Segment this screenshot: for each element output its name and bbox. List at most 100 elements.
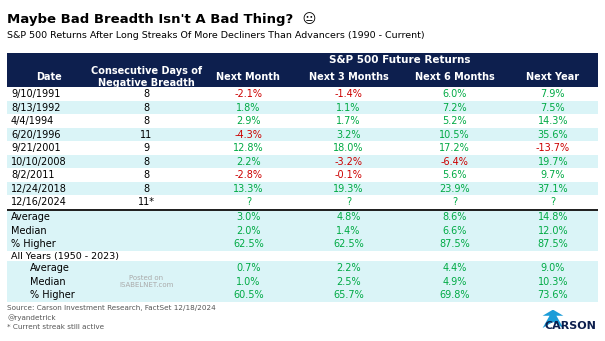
Text: 9: 9: [143, 143, 149, 153]
Text: 2.9%: 2.9%: [236, 116, 261, 126]
Text: 14.3%: 14.3%: [538, 116, 568, 126]
Text: 8: 8: [143, 170, 149, 180]
Text: 7.5%: 7.5%: [540, 103, 565, 113]
Text: -0.1%: -0.1%: [335, 170, 362, 180]
Text: 7.9%: 7.9%: [540, 89, 565, 99]
Text: @ryandetrick: @ryandetrick: [7, 315, 56, 322]
Text: -1.4%: -1.4%: [335, 89, 362, 99]
Text: 8: 8: [143, 116, 149, 126]
Text: 19.7%: 19.7%: [537, 157, 568, 167]
Text: 8: 8: [143, 89, 149, 99]
Text: 2.2%: 2.2%: [336, 263, 361, 273]
Text: 3.0%: 3.0%: [236, 212, 261, 222]
Text: 2.2%: 2.2%: [236, 157, 261, 167]
Text: CARSON: CARSON: [544, 321, 596, 331]
Text: 18.0%: 18.0%: [333, 143, 364, 153]
Text: 87.5%: 87.5%: [537, 239, 568, 249]
Text: 65.7%: 65.7%: [333, 290, 364, 300]
Text: Next 6 Months: Next 6 Months: [415, 72, 495, 82]
Text: 2.5%: 2.5%: [336, 277, 361, 286]
Text: 0.7%: 0.7%: [236, 263, 261, 273]
Text: 5.2%: 5.2%: [442, 116, 467, 126]
Text: ?: ?: [452, 197, 457, 207]
Text: Posted on
ISABELNET.com: Posted on ISABELNET.com: [119, 275, 174, 288]
Text: Consecutive Days of
Negative Breadth: Consecutive Days of Negative Breadth: [91, 66, 202, 88]
Text: 62.5%: 62.5%: [333, 239, 364, 249]
Text: 14.8%: 14.8%: [538, 212, 568, 222]
Text: -3.2%: -3.2%: [335, 157, 362, 167]
Text: All Years (1950 - 2023): All Years (1950 - 2023): [11, 252, 119, 261]
Text: 8/2/2011: 8/2/2011: [11, 170, 54, 180]
Text: 9/21/2001: 9/21/2001: [11, 143, 60, 153]
Polygon shape: [543, 310, 563, 328]
Text: 9.0%: 9.0%: [541, 263, 565, 273]
Text: ?: ?: [246, 197, 251, 207]
Text: 4.8%: 4.8%: [336, 212, 361, 222]
Text: 69.8%: 69.8%: [439, 290, 470, 300]
Text: 4.9%: 4.9%: [442, 277, 467, 286]
Text: * Current streak still active: * Current streak still active: [7, 324, 105, 330]
Text: 8: 8: [143, 157, 149, 167]
Text: 8: 8: [143, 184, 149, 194]
Text: Next Year: Next Year: [526, 72, 580, 82]
Text: 10.5%: 10.5%: [439, 130, 470, 139]
Text: 3.2%: 3.2%: [336, 130, 361, 139]
Text: 19.3%: 19.3%: [333, 184, 364, 194]
Text: 8: 8: [143, 103, 149, 113]
Text: 10.3%: 10.3%: [538, 277, 568, 286]
Text: -6.4%: -6.4%: [441, 157, 469, 167]
Text: 6/20/1996: 6/20/1996: [11, 130, 60, 139]
Text: 12.8%: 12.8%: [233, 143, 264, 153]
Text: 6.6%: 6.6%: [442, 226, 467, 236]
Text: Median: Median: [11, 226, 47, 236]
Text: 6.0%: 6.0%: [442, 89, 467, 99]
Text: 1.4%: 1.4%: [336, 226, 361, 236]
Text: 1.7%: 1.7%: [336, 116, 361, 126]
Text: 12/16/2024: 12/16/2024: [11, 197, 67, 207]
Text: 7.2%: 7.2%: [442, 103, 467, 113]
Text: Next Month: Next Month: [217, 72, 280, 82]
Text: 2.0%: 2.0%: [236, 226, 261, 236]
Text: 4/4/1994: 4/4/1994: [11, 116, 54, 126]
Text: 8/13/1992: 8/13/1992: [11, 103, 60, 113]
Text: -2.1%: -2.1%: [234, 89, 263, 99]
Text: 87.5%: 87.5%: [439, 239, 470, 249]
Text: 4.4%: 4.4%: [442, 263, 467, 273]
Text: % Higher: % Higher: [30, 290, 75, 300]
Text: Maybe Bad Breadth Isn't A Bad Thing?  😐: Maybe Bad Breadth Isn't A Bad Thing? 😐: [7, 12, 316, 26]
Text: 13.3%: 13.3%: [233, 184, 264, 194]
Text: 9/10/1991: 9/10/1991: [11, 89, 60, 99]
Text: 35.6%: 35.6%: [537, 130, 568, 139]
Text: S&P 500 Returns After Long Streaks Of More Decliners Than Advancers (1990 - Curr: S&P 500 Returns After Long Streaks Of Mo…: [7, 31, 425, 40]
Text: 5.6%: 5.6%: [442, 170, 467, 180]
Text: ?: ?: [550, 197, 555, 207]
Text: ?: ?: [346, 197, 351, 207]
Text: 60.5%: 60.5%: [233, 290, 264, 300]
Text: S&P 500 Future Returns: S&P 500 Future Returns: [329, 55, 470, 64]
Text: -13.7%: -13.7%: [536, 143, 570, 153]
Text: 23.9%: 23.9%: [439, 184, 470, 194]
Text: 12.0%: 12.0%: [537, 226, 568, 236]
Text: Next 3 Months: Next 3 Months: [309, 72, 388, 82]
Text: 1.1%: 1.1%: [336, 103, 361, 113]
Text: % Higher: % Higher: [11, 239, 56, 249]
Text: 11: 11: [140, 130, 152, 139]
Text: Date: Date: [36, 72, 62, 82]
Text: 62.5%: 62.5%: [233, 239, 264, 249]
Text: 1.8%: 1.8%: [236, 103, 261, 113]
Text: 8.6%: 8.6%: [442, 212, 467, 222]
Text: Average: Average: [11, 212, 51, 222]
Text: 10/10/2008: 10/10/2008: [11, 157, 67, 167]
Text: Source: Carson Investment Research, FactSet 12/18/2024: Source: Carson Investment Research, Fact…: [7, 305, 216, 311]
Text: -2.8%: -2.8%: [234, 170, 263, 180]
Text: -4.3%: -4.3%: [234, 130, 263, 139]
Text: 73.6%: 73.6%: [537, 290, 568, 300]
Text: 12/24/2018: 12/24/2018: [11, 184, 67, 194]
Text: 37.1%: 37.1%: [537, 184, 568, 194]
Text: Average: Average: [30, 263, 70, 273]
Text: 9.7%: 9.7%: [540, 170, 565, 180]
Text: Median: Median: [30, 277, 66, 286]
Text: 17.2%: 17.2%: [439, 143, 470, 153]
Text: 11*: 11*: [138, 197, 155, 207]
Text: 1.0%: 1.0%: [236, 277, 261, 286]
